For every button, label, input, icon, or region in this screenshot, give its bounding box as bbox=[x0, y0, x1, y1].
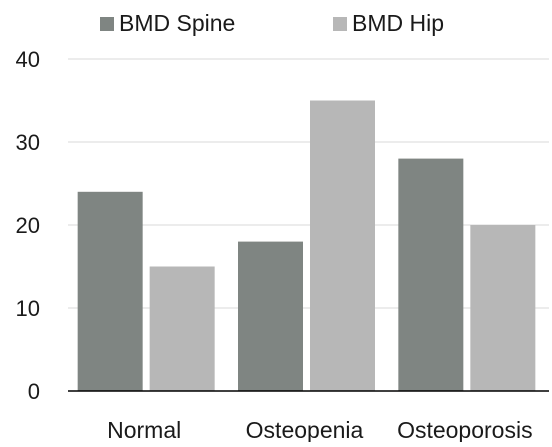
bar-bmd-spine bbox=[238, 241, 303, 391]
y-tick-label: 30 bbox=[16, 130, 40, 155]
y-tick-label: 0 bbox=[28, 379, 40, 404]
bar-bmd-spine bbox=[77, 191, 143, 391]
bar-bmd-hip bbox=[149, 266, 215, 391]
bar-bmd-spine bbox=[398, 158, 464, 391]
x-tick-label: Osteoporosis bbox=[397, 417, 533, 442]
y-tick-label: 40 bbox=[16, 47, 40, 72]
x-tick-label: Normal bbox=[107, 417, 181, 442]
legend-swatch bbox=[100, 17, 114, 31]
bar-bmd-hip bbox=[470, 225, 536, 391]
y-tick-label: 20 bbox=[16, 213, 40, 238]
y-tick-label: 10 bbox=[16, 296, 40, 321]
legend-label: BMD Hip bbox=[352, 10, 444, 36]
bar-bmd-hip bbox=[310, 100, 375, 391]
legend-swatch bbox=[333, 17, 347, 31]
x-tick-label: Osteopenia bbox=[246, 417, 364, 442]
legend-label: BMD Spine bbox=[119, 10, 235, 36]
